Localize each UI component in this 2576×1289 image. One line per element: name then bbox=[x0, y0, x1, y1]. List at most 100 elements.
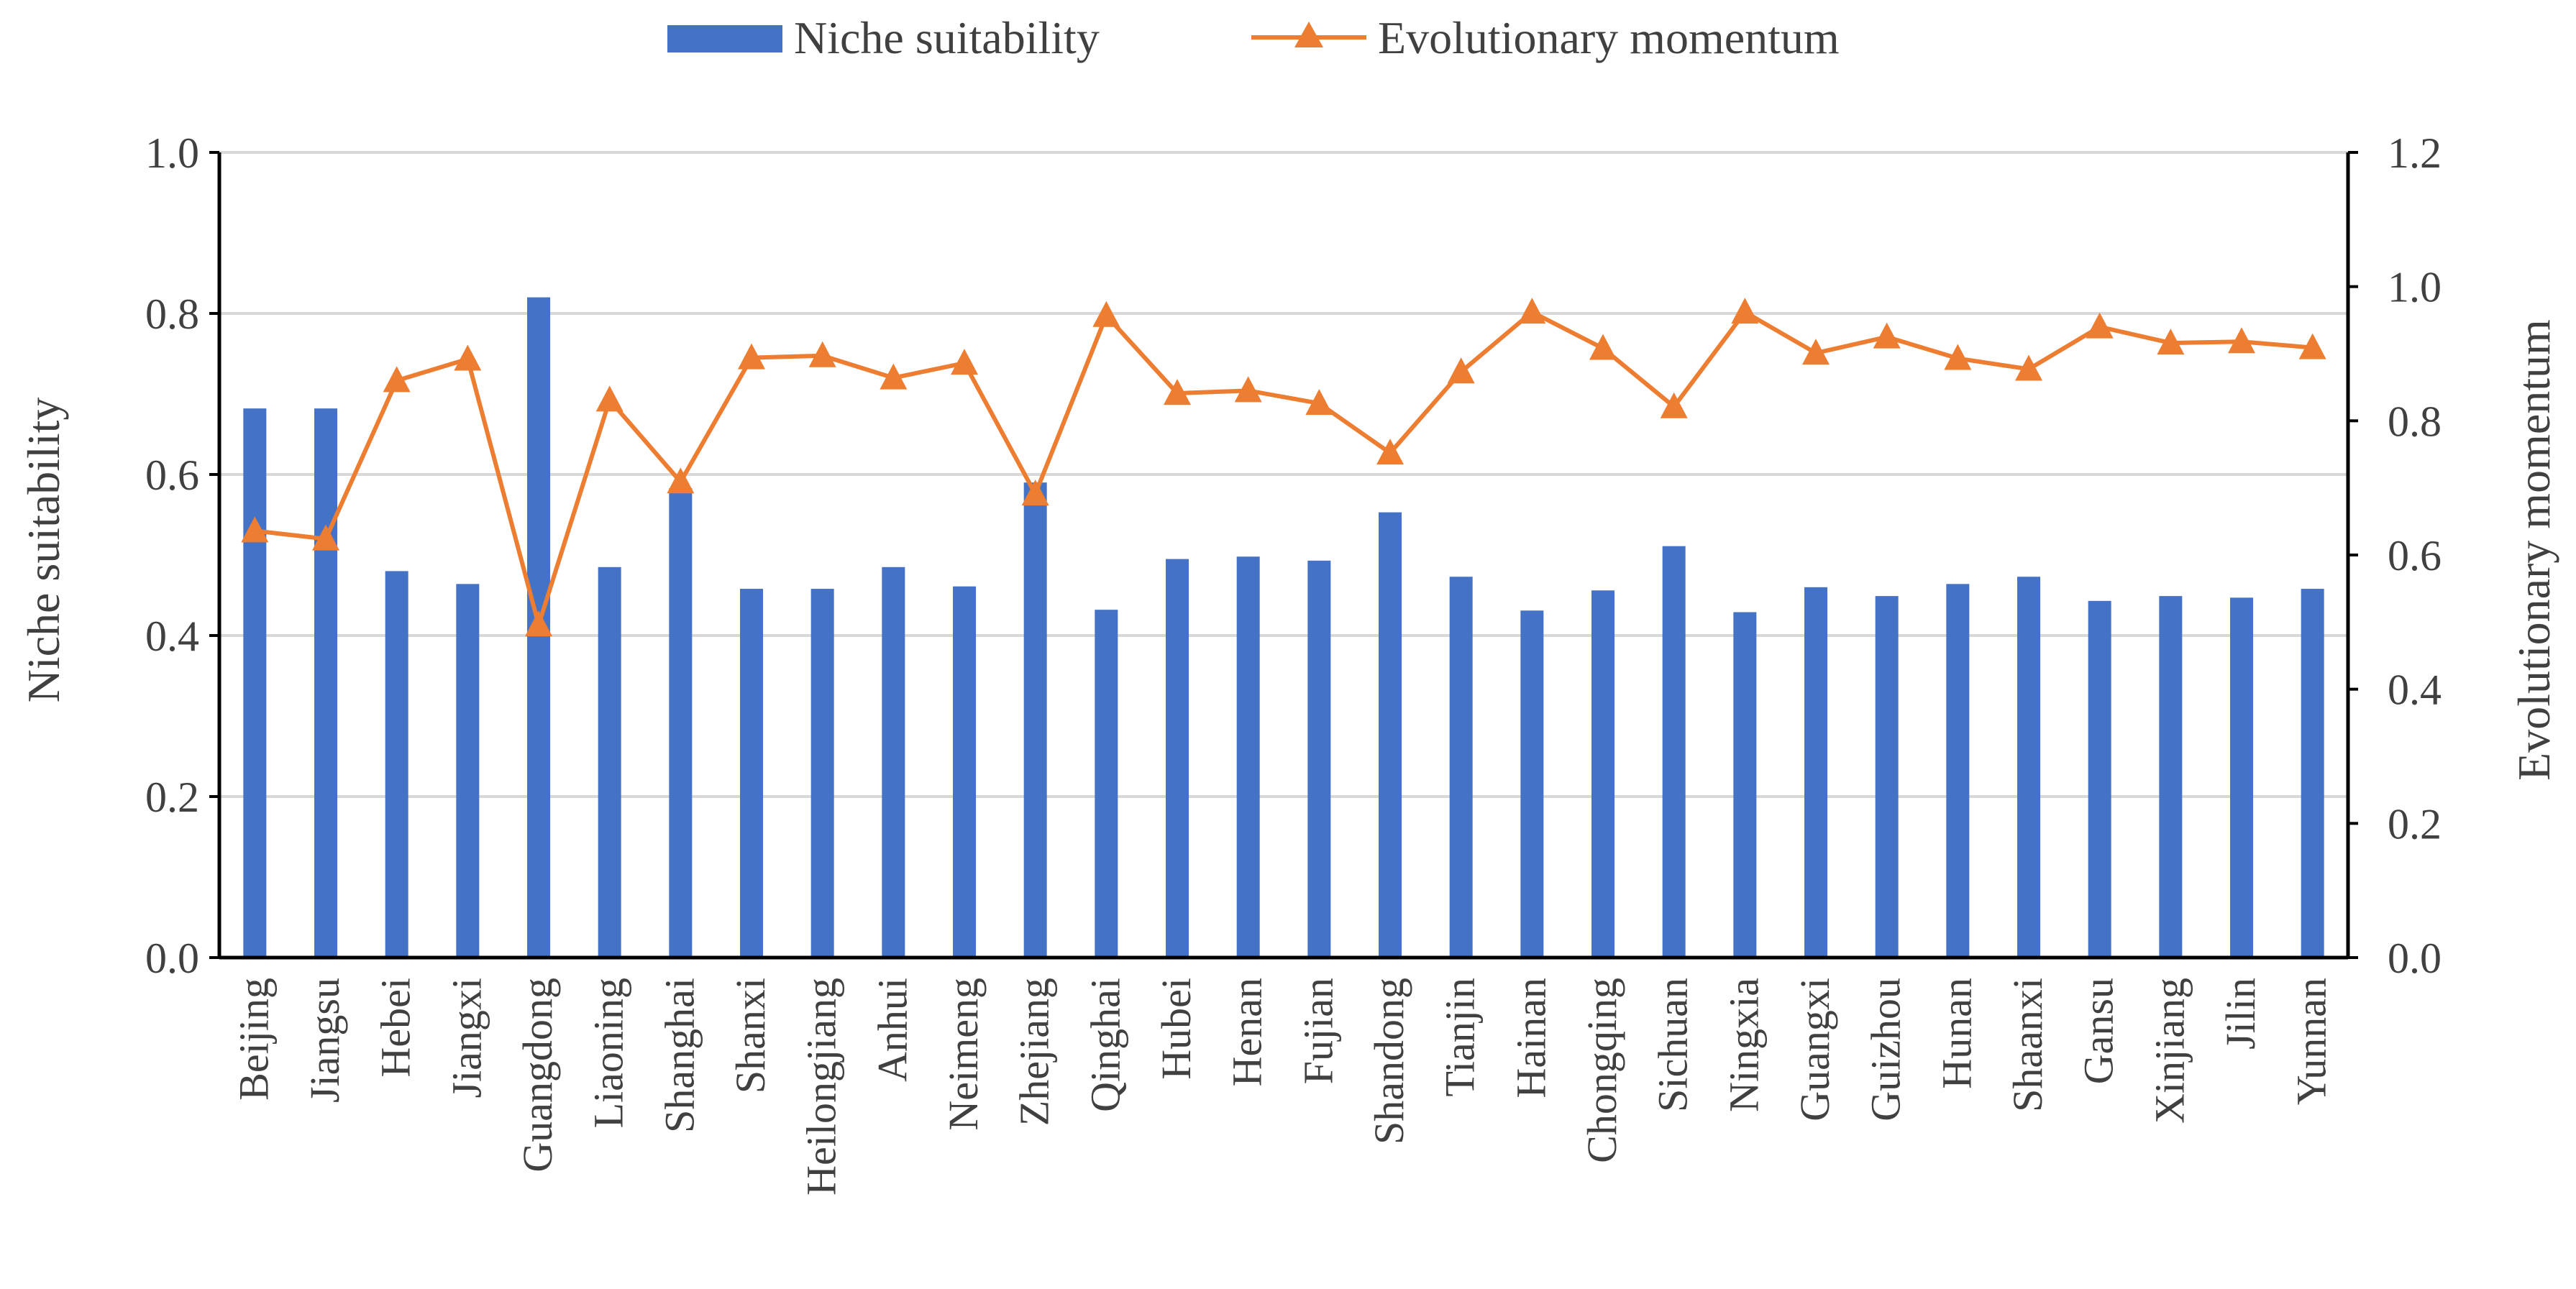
category-label: Liaoning bbox=[585, 978, 632, 1128]
category-label: Guizhou bbox=[1863, 978, 1909, 1121]
category-label: Shaanxi bbox=[2004, 978, 2051, 1112]
right-tick-label: 0.4 bbox=[2388, 666, 2442, 714]
category-label: Hunan bbox=[1933, 978, 1980, 1089]
legend: Niche suitability Evolutionary momentum bbox=[667, 12, 1840, 63]
bar bbox=[2159, 596, 2183, 958]
line-point bbox=[241, 516, 269, 543]
bar bbox=[1379, 512, 1402, 958]
bar bbox=[882, 566, 905, 958]
category-label: Henan bbox=[1224, 978, 1271, 1086]
category-label: Guangxi bbox=[1791, 978, 1838, 1121]
right-axis-title: Evolutionary momentum bbox=[2508, 319, 2559, 781]
left-tick-label: 0.8 bbox=[145, 290, 199, 338]
line-point bbox=[738, 343, 765, 370]
line-point bbox=[1164, 379, 1191, 405]
right-tick-label: 0.0 bbox=[2388, 935, 2442, 982]
category-label: Gansu bbox=[2075, 978, 2122, 1084]
right-tick-label: 0.6 bbox=[2388, 532, 2442, 579]
line-point bbox=[1021, 480, 1049, 506]
line-series-evolutionary-momentum bbox=[241, 298, 2326, 637]
line-point bbox=[951, 349, 978, 375]
category-label: Hubei bbox=[1153, 978, 1200, 1080]
right-axis-ticks: 0.0 0.2 0.4 0.6 0.8 1.0 1.2 bbox=[2348, 129, 2442, 982]
bar bbox=[1591, 590, 1614, 958]
left-tick-label: 0.2 bbox=[145, 774, 199, 821]
category-label: Anhui bbox=[869, 978, 915, 1082]
line-point bbox=[312, 524, 339, 551]
line-point bbox=[1944, 344, 1972, 370]
category-label: Neimeng bbox=[940, 978, 987, 1131]
category-label: Sichuan bbox=[1650, 978, 1696, 1112]
bar bbox=[1095, 610, 1118, 958]
category-label: Shandong bbox=[1366, 978, 1412, 1144]
line-point bbox=[1305, 389, 1333, 416]
line-point bbox=[1873, 322, 1901, 349]
bar bbox=[740, 589, 763, 958]
bar bbox=[1804, 587, 1827, 958]
category-label: Tianjin bbox=[1437, 978, 1484, 1096]
bar bbox=[598, 566, 621, 958]
line-point bbox=[2015, 354, 2042, 381]
bar-series-niche-suitability bbox=[243, 297, 2324, 958]
series-line bbox=[254, 310, 2313, 628]
line-point bbox=[2228, 327, 2255, 354]
bar bbox=[2017, 577, 2040, 958]
line-point bbox=[2157, 329, 2185, 355]
legend-marker-evolutionary-momentum bbox=[1294, 22, 1323, 47]
category-label: Chongqing bbox=[1579, 978, 1625, 1163]
line-point bbox=[454, 344, 482, 371]
category-label: Guangdong bbox=[514, 978, 561, 1173]
line-point bbox=[2086, 312, 2114, 339]
line-point bbox=[1589, 334, 1617, 360]
right-tick-label: 0.2 bbox=[2388, 800, 2442, 848]
category-label: Ningxia bbox=[1720, 978, 1767, 1112]
line-point bbox=[1234, 376, 1262, 403]
bar bbox=[2301, 589, 2324, 958]
line-point bbox=[1092, 301, 1120, 327]
left-axis-title: Niche suitability bbox=[18, 398, 69, 703]
left-tick-label: 0.0 bbox=[145, 935, 199, 982]
bar bbox=[953, 586, 976, 958]
line-point bbox=[1802, 339, 1830, 365]
category-label: Jiangsu bbox=[301, 978, 348, 1103]
bar bbox=[385, 571, 408, 958]
line-point bbox=[1518, 298, 1546, 324]
bar bbox=[1236, 556, 1260, 958]
category-label: Jilin bbox=[2217, 978, 2264, 1050]
category-label: Shanghai bbox=[656, 978, 703, 1133]
bar bbox=[456, 584, 480, 958]
category-label: Jiangxi bbox=[443, 978, 490, 1098]
category-label: Yunnan bbox=[2288, 978, 2335, 1105]
line-point bbox=[1660, 392, 1688, 418]
bar bbox=[1662, 546, 1686, 958]
category-label: Fujian bbox=[1294, 978, 1341, 1084]
bar bbox=[1307, 560, 1331, 958]
line-point bbox=[667, 467, 695, 494]
category-label: Zhejiang bbox=[1011, 978, 1058, 1126]
category-label: Beijing bbox=[230, 978, 277, 1101]
line-point bbox=[880, 363, 908, 390]
legend-label-evolutionary-momentum: Evolutionary momentum bbox=[1378, 12, 1840, 63]
bar bbox=[2088, 600, 2111, 958]
line-point bbox=[1447, 357, 1475, 384]
right-tick-label: 0.8 bbox=[2388, 398, 2442, 445]
line-point bbox=[2298, 333, 2326, 359]
left-tick-label: 0.6 bbox=[145, 451, 199, 499]
line-point bbox=[525, 610, 552, 637]
right-tick-label: 1.2 bbox=[2388, 129, 2442, 177]
left-axis-ticks: 0.0 0.2 0.4 0.6 0.8 1.0 bbox=[145, 129, 219, 982]
bar bbox=[1166, 559, 1189, 958]
bar bbox=[243, 408, 267, 958]
bar bbox=[1875, 596, 1899, 958]
bar bbox=[810, 589, 834, 958]
line-point bbox=[1376, 439, 1404, 465]
category-label: Hebei bbox=[373, 978, 419, 1078]
category-label: Qinghai bbox=[1082, 978, 1128, 1112]
bar bbox=[1520, 610, 1544, 958]
line-point bbox=[808, 341, 836, 367]
category-labels: Beijing Jiangsu Hebei Jiangxi Guangdong Liaon… bbox=[230, 978, 2334, 1196]
category-label: Heilongjiang bbox=[798, 978, 845, 1196]
line-point bbox=[1731, 298, 1759, 324]
bar bbox=[669, 488, 693, 958]
